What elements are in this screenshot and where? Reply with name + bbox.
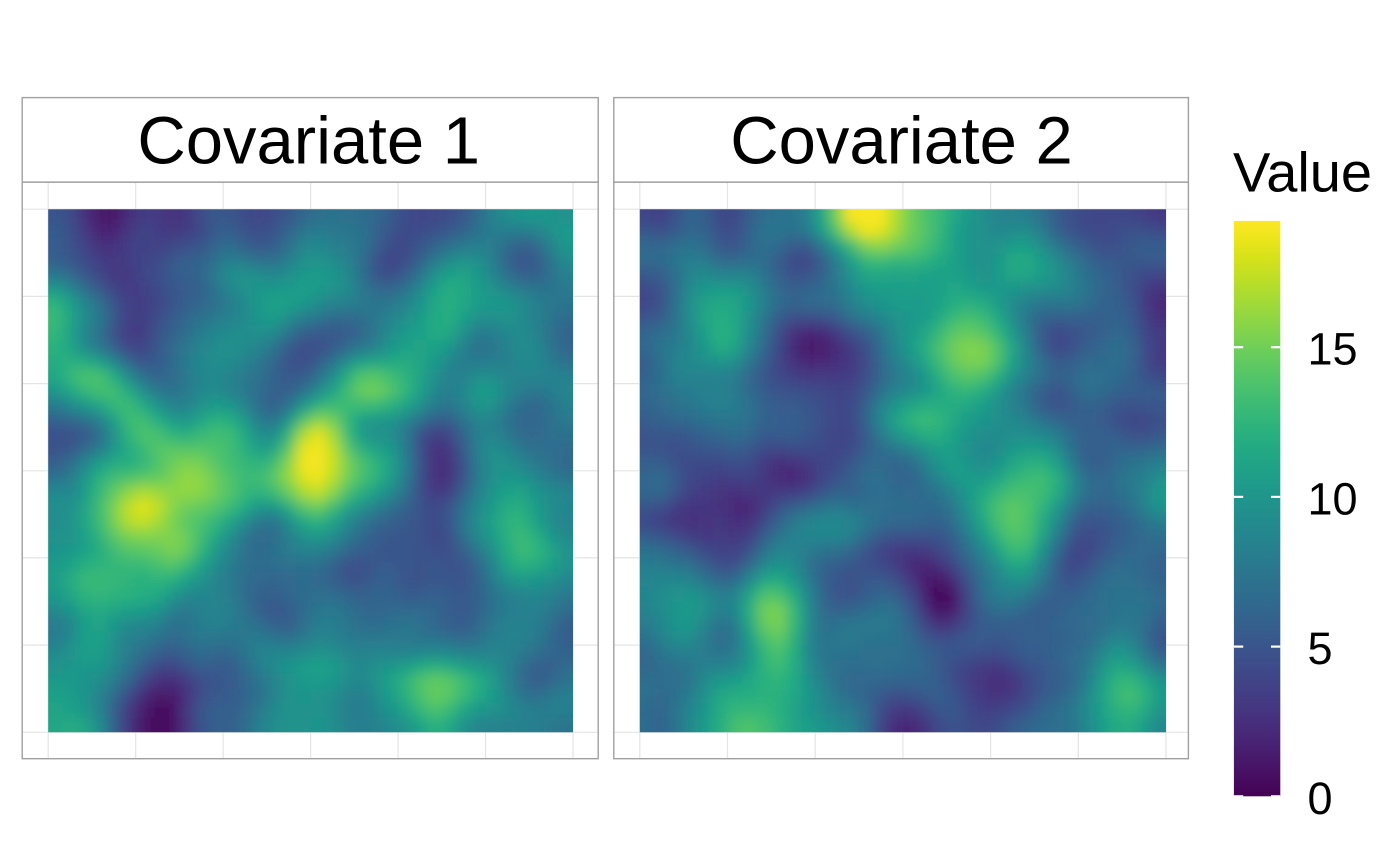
svg-text:10: 10 [1308,473,1358,524]
svg-text:5: 5 [1308,623,1333,674]
svg-text:Covariate 1: Covariate 1 [137,104,480,179]
svg-text:0: 0 [1308,773,1333,824]
svg-text:15: 15 [1308,324,1358,375]
svg-text:Covariate 2: Covariate 2 [730,104,1073,179]
svg-text:Value: Value [1233,141,1372,204]
